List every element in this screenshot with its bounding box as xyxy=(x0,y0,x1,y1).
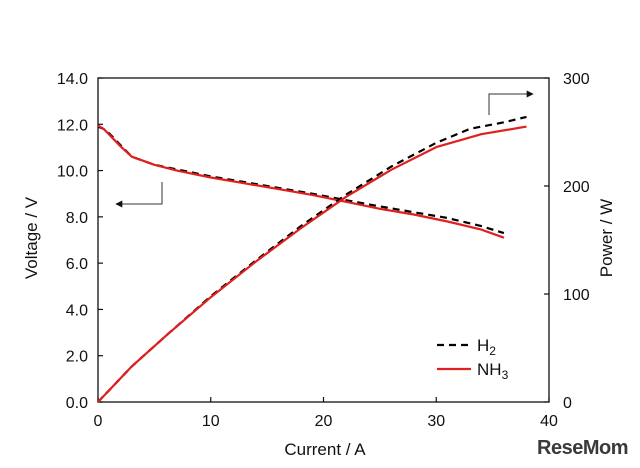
x-tick-label: 10 xyxy=(202,413,220,430)
y-left-tick-label: 6.0 xyxy=(66,256,88,273)
x-tick-label: 30 xyxy=(427,413,445,430)
ticks: 0 10 20 30 40 0.0 2.0 4.0 6.0 8.0 10.0 12.0 14.0 0 100… xyxy=(57,71,590,430)
x-tick-label: 40 xyxy=(540,413,558,430)
legend: H2 NH3 xyxy=(437,336,509,382)
left-axis-arrow xyxy=(115,182,163,208)
y-axis-right-label: Power / W xyxy=(597,199,616,277)
y-left-tick-label: 12.0 xyxy=(57,117,88,134)
y-left-tick-label: 2.0 xyxy=(66,349,88,366)
legend-label-h2: H2 xyxy=(477,336,496,358)
x-tick-label: 0 xyxy=(94,413,103,430)
y-axis-left-label: Voltage / V xyxy=(22,196,41,279)
x-tick-label: 20 xyxy=(315,413,333,430)
y-left-tick-label: 4.0 xyxy=(66,302,88,319)
annotations xyxy=(115,90,534,208)
watermark-logo: ReseMom xyxy=(537,437,628,459)
y-left-tick-label: 14.0 xyxy=(57,71,88,88)
series-line-nh3-power xyxy=(97,125,527,403)
y-right-tick-label: 100 xyxy=(563,287,590,304)
right-axis-arrow xyxy=(488,90,534,115)
y-left-tick-label: 0.0 xyxy=(66,395,88,412)
legend-label-nh3: NH3 xyxy=(477,360,509,382)
series-line-nh3 xyxy=(97,124,505,239)
series-lines xyxy=(97,115,527,403)
y-right-tick-label: 0 xyxy=(563,395,572,412)
y-left-tick-label: 10.0 xyxy=(57,164,88,181)
series-line-h2 xyxy=(97,125,505,235)
y-right-tick-label: 200 xyxy=(563,179,590,196)
x-axis-label: Current / A xyxy=(284,440,366,459)
y-left-tick-label: 8.0 xyxy=(66,210,88,227)
y-right-tick-label: 300 xyxy=(563,71,590,88)
series-line-h2-power xyxy=(97,115,527,403)
